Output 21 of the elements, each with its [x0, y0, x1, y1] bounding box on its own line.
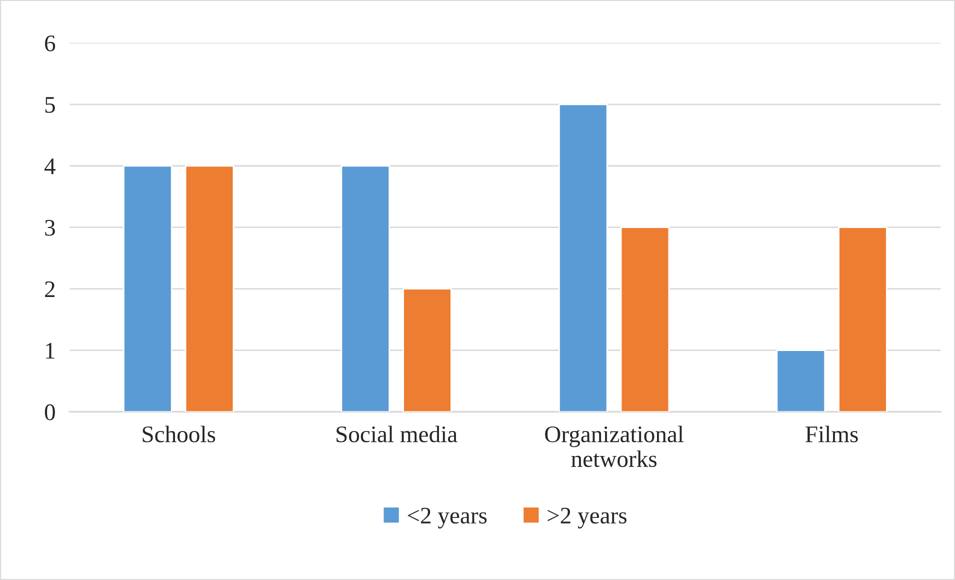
bar — [402, 288, 452, 412]
bar — [776, 350, 826, 412]
bar — [123, 165, 172, 412]
legend-label: <2 years — [408, 508, 487, 528]
bar — [558, 104, 608, 412]
bar — [838, 226, 888, 412]
y-tick-label: 4 — [44, 158, 56, 174]
bar — [620, 226, 670, 412]
x-tick-label: Schools — [142, 426, 216, 442]
x-tick-label: Films — [806, 426, 858, 442]
bar — [184, 165, 234, 412]
legend-label: >2 years — [548, 508, 626, 528]
y-tick-label: 6 — [45, 35, 56, 52]
x-tick-label: Social media — [336, 426, 458, 442]
y-tick-label: 3 — [45, 220, 55, 236]
y-tick-label: 1 — [46, 342, 54, 359]
y-tick-label: 5 — [45, 97, 55, 113]
y-tick-label: 0 — [44, 404, 55, 420]
x-tick-label: Organizational networks — [545, 426, 684, 468]
y-tick-label: 2 — [45, 281, 55, 298]
bar — [340, 165, 390, 412]
